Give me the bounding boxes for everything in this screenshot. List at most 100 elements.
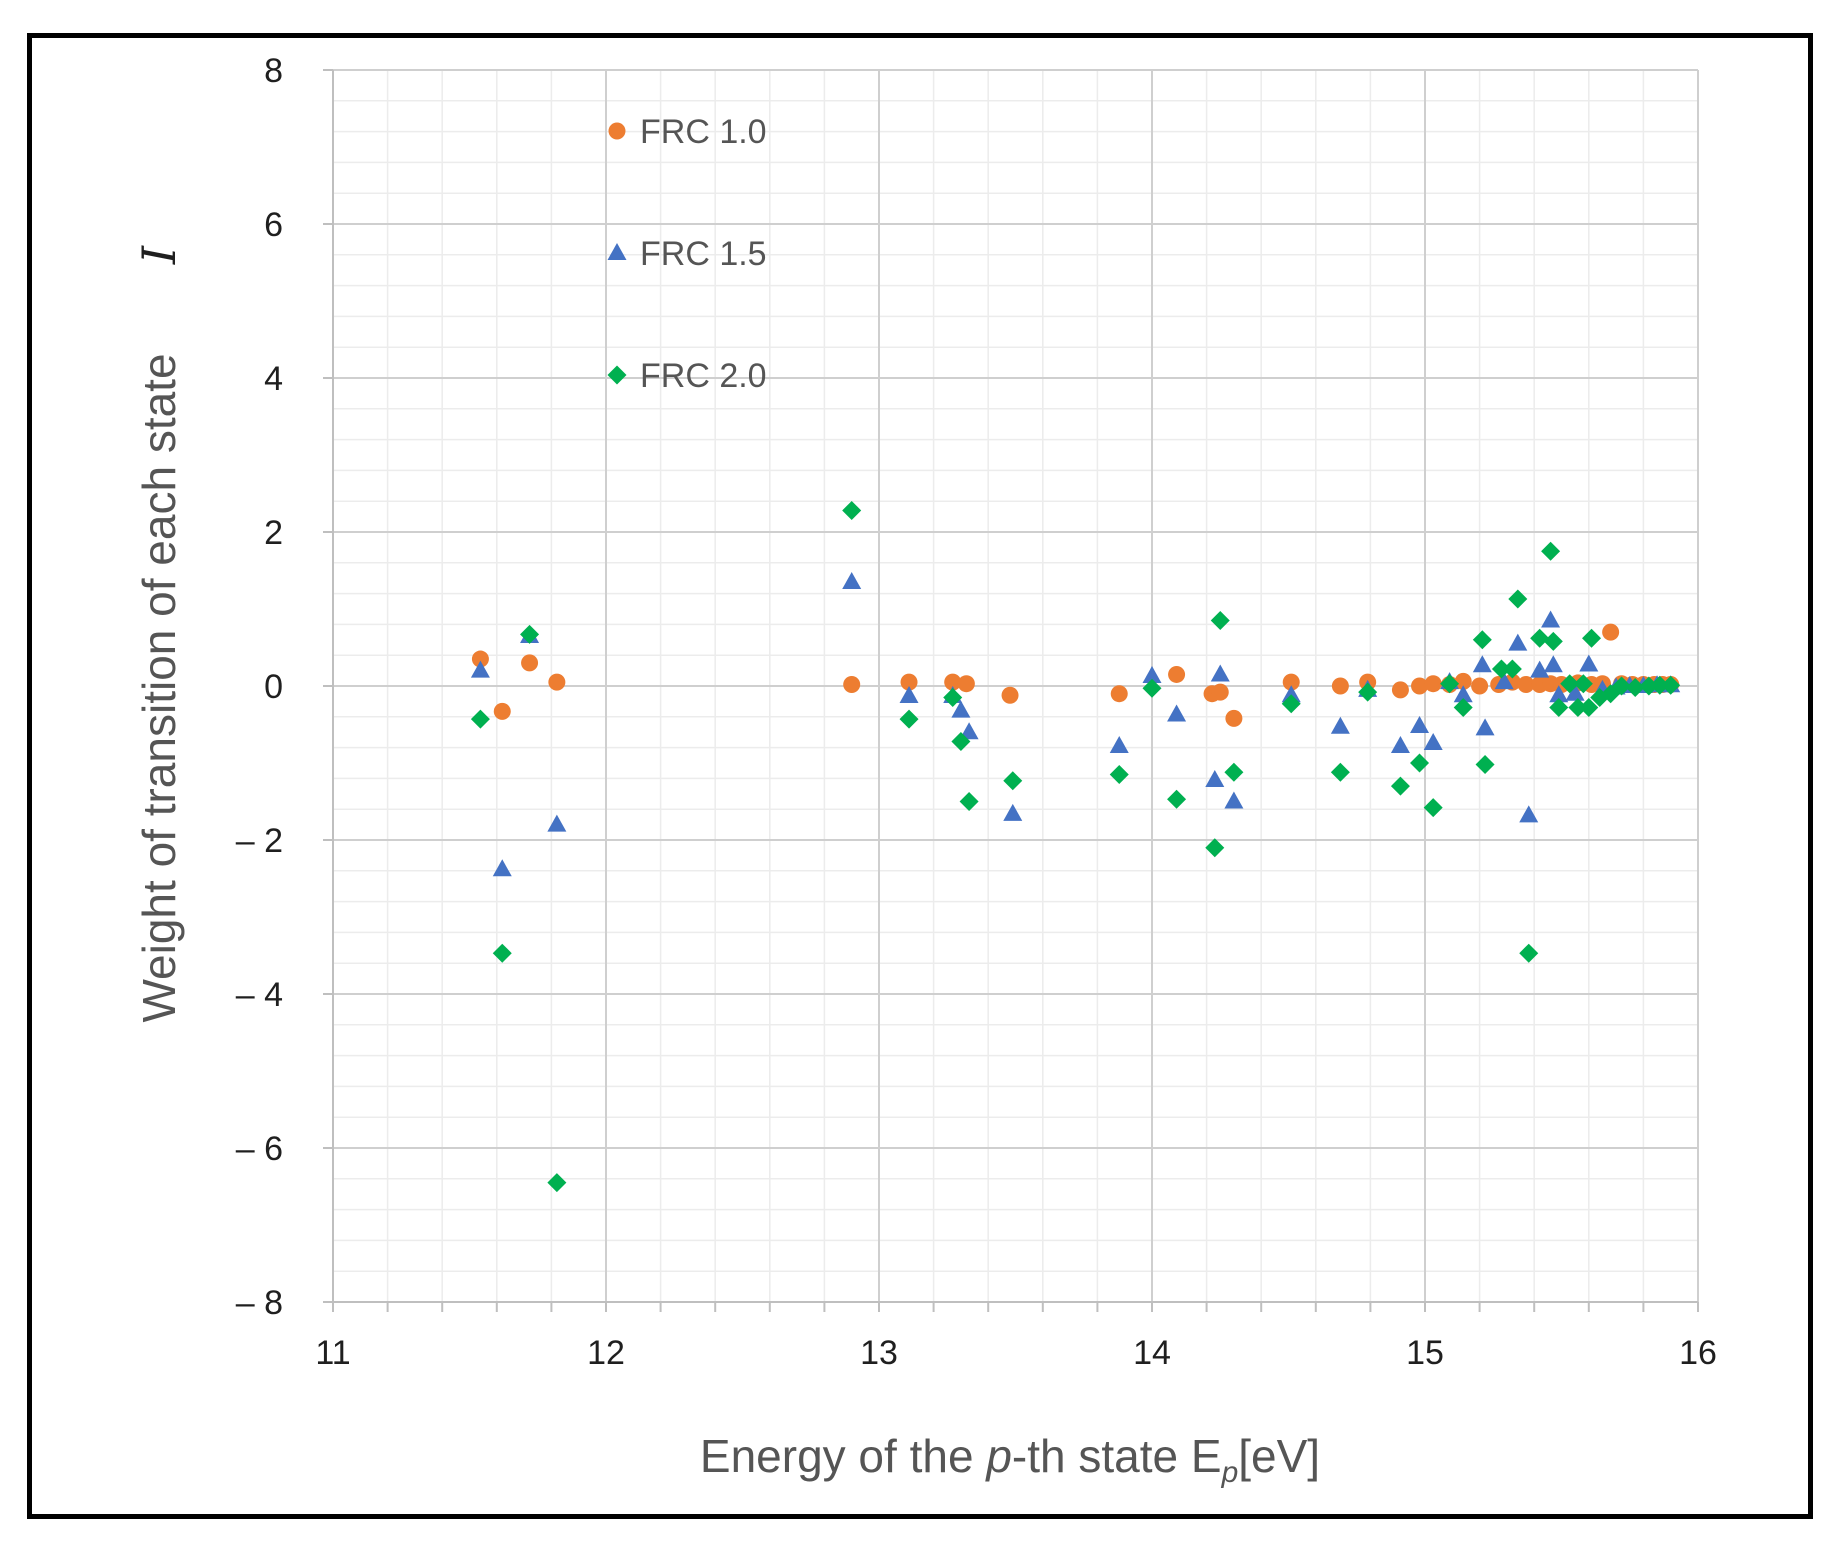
data-point [1639,676,1659,696]
data-point [1424,675,1442,693]
data-point [1494,672,1514,690]
data-point [1210,611,1230,631]
data-point [842,572,862,590]
data-point [1440,674,1460,694]
data-point [1508,633,1528,651]
data-point [1210,664,1230,682]
data-point [1205,838,1225,858]
y-tick-label: – 4 [236,976,283,1014]
legend-item-1: FRC 1.0 [608,113,767,151]
data-point [1650,675,1670,695]
y-tick-label: – 6 [236,1130,283,1168]
data-point [1423,732,1443,750]
y-tick-label: 2 [264,514,283,552]
data-point [548,673,566,691]
legend-item-3: FRC 2.0 [607,357,767,395]
data-point [899,686,919,704]
data-point [1519,943,1539,963]
x-tick-label: 16 [1679,1334,1717,1372]
data-point [1167,789,1187,809]
data-point [492,943,512,963]
data-point [1410,753,1430,773]
data-point [520,624,540,644]
data-point [1330,762,1350,782]
legend-label: FRC 2.0 [640,357,767,395]
data-point [1472,630,1492,650]
data-point [521,654,539,672]
data-point [1109,736,1129,754]
data-point [951,731,971,751]
data-point [842,500,862,520]
data-point [1543,655,1563,673]
data-point [1225,709,1243,727]
data-point [1001,686,1019,704]
legend-label: FRC 1.5 [640,235,767,273]
data-point [1205,769,1225,787]
data-point [1423,798,1443,818]
x-axis-title: Energy of the p-th state Ep[eV] [700,1430,1320,1489]
data-point [1003,771,1023,791]
data-point [1602,623,1620,641]
data-point [899,709,919,729]
data-point [1142,665,1162,683]
x-tick-label: 11 [315,1334,350,1372]
x-tick-label: 14 [1133,1334,1171,1372]
data-point [1224,791,1244,809]
data-point [1541,541,1561,561]
data-point [1475,755,1495,775]
legend-marker [607,243,627,260]
legend-item-2: FRC 1.5 [607,235,767,273]
data-point [1508,589,1528,609]
y-tick-label: 0 [264,668,283,706]
data-point [1530,628,1550,648]
data-point [1453,685,1473,703]
x-axis-title-part-1: Energy of the [700,1430,986,1482]
data-point [1549,698,1569,718]
data-point [471,650,489,668]
data-point [959,792,979,811]
data-point [957,675,975,693]
x-tick-label: 13 [860,1334,898,1372]
legend-marker [607,365,627,385]
y-tick-label: – 8 [236,1284,283,1322]
data-point [1560,674,1580,694]
y-tick-label: – 2 [236,822,283,860]
data-point [1491,659,1511,679]
data-point [1543,631,1563,651]
data-point [1568,698,1588,718]
data-point [843,675,861,693]
legend-label: FRC 1.0 [640,113,767,151]
data-point [1565,683,1585,701]
tick-labels: 11 12 13 14 15 16 8 6 4 2 0 – 2 – 4 – 6 – 8 [236,52,1717,1372]
y-axis-marker: I [132,245,186,265]
data-point [1519,805,1539,823]
data-point [1281,685,1301,703]
data-point [1168,665,1186,683]
data-point [1410,716,1430,734]
data-point [1517,675,1535,693]
y-tick-label: 6 [264,206,283,244]
data-point [1224,762,1244,782]
axes [323,69,1699,1312]
x-axis-title-subscript: p [1221,1456,1239,1489]
data-point [1625,678,1645,698]
data-point [1530,660,1550,678]
data-point [1579,698,1599,718]
major-gridlines [332,69,1699,1303]
data-point [1110,685,1128,703]
data-point [1211,683,1229,701]
data-point [1612,676,1632,696]
data-point [1390,736,1410,754]
data-point [951,700,971,718]
data-point [1502,659,1522,679]
data-point [959,722,979,740]
data-point [1582,628,1602,648]
data-point [1142,678,1162,698]
data-point [1661,675,1681,695]
data-point [1282,673,1300,691]
data-point [1579,654,1599,672]
data-point [1475,718,1495,736]
data-point [547,1173,567,1193]
x-axis-title-part-2: p [984,1430,1012,1482]
